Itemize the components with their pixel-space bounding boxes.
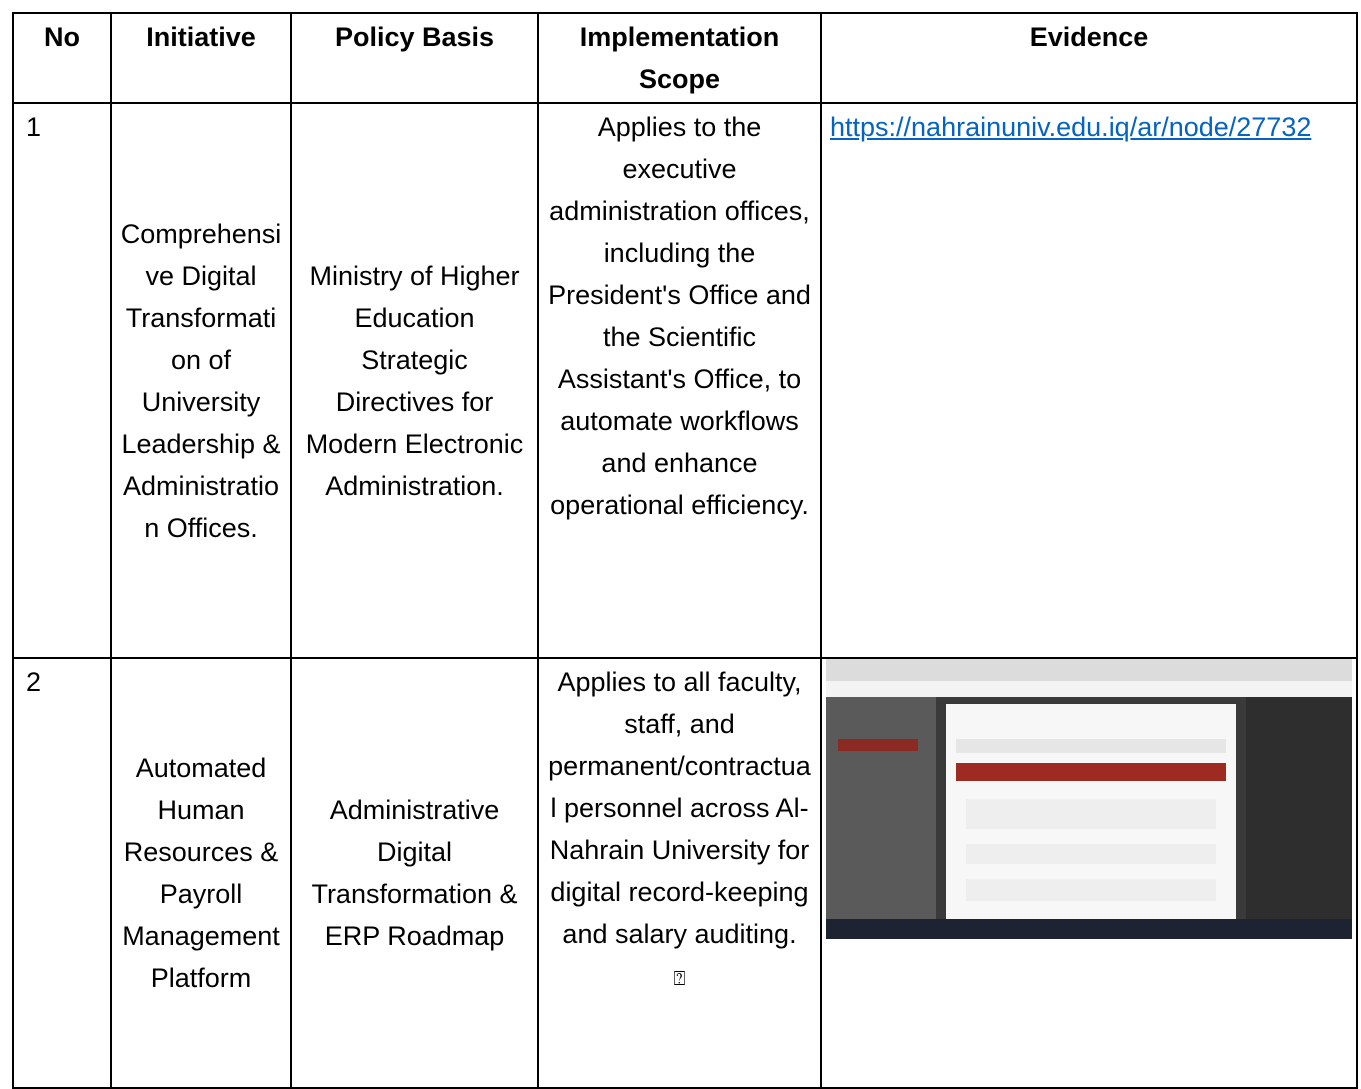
policy-basis: Ministry of Higher Education Strategic D… xyxy=(290,102,539,659)
missing-glyph: ⍰ xyxy=(673,968,686,990)
row-number: 1 xyxy=(12,102,112,659)
row: 1 Comprehensive Digital Transformation o… xyxy=(12,102,1358,659)
initiative: Comprehensive Digital Transformation of … xyxy=(110,102,292,659)
header-cell: Evidence xyxy=(820,12,1358,104)
header-row: No Initiative Policy Basis Implementatio… xyxy=(12,12,1358,104)
evidence-screenshot xyxy=(826,659,1352,939)
header-cell: Implementation Scope xyxy=(537,12,822,104)
scope-text: Applies to all faculty, staff, and perma… xyxy=(548,667,811,949)
header-cell: Policy Basis xyxy=(290,12,539,104)
implementation-scope: Applies to the executive administration … xyxy=(537,102,822,659)
table: No Initiative Policy Basis Implementatio… xyxy=(12,12,1358,1089)
initiative: Automated Human Resources & Payroll Mana… xyxy=(110,657,292,1089)
row: 2 Automated Human Resources & Payroll Ma… xyxy=(12,657,1358,1089)
evidence-link[interactable]: https://nahrainuniv.edu.iq/ar/node/27732 xyxy=(830,112,1312,142)
evidence-cell xyxy=(820,657,1358,1089)
implementation-scope: Applies to all faculty, staff, and perma… xyxy=(537,657,822,1089)
header-cell: No xyxy=(12,12,112,104)
page: No Initiative Policy Basis Implementatio… xyxy=(12,12,1358,1089)
header-cell: Initiative xyxy=(110,12,292,104)
evidence-cell: https://nahrainuniv.edu.iq/ar/node/27732 xyxy=(820,102,1358,659)
policy-basis: Administrative Digital Transformation & … xyxy=(290,657,539,1089)
row-number: 2 xyxy=(12,657,112,1089)
